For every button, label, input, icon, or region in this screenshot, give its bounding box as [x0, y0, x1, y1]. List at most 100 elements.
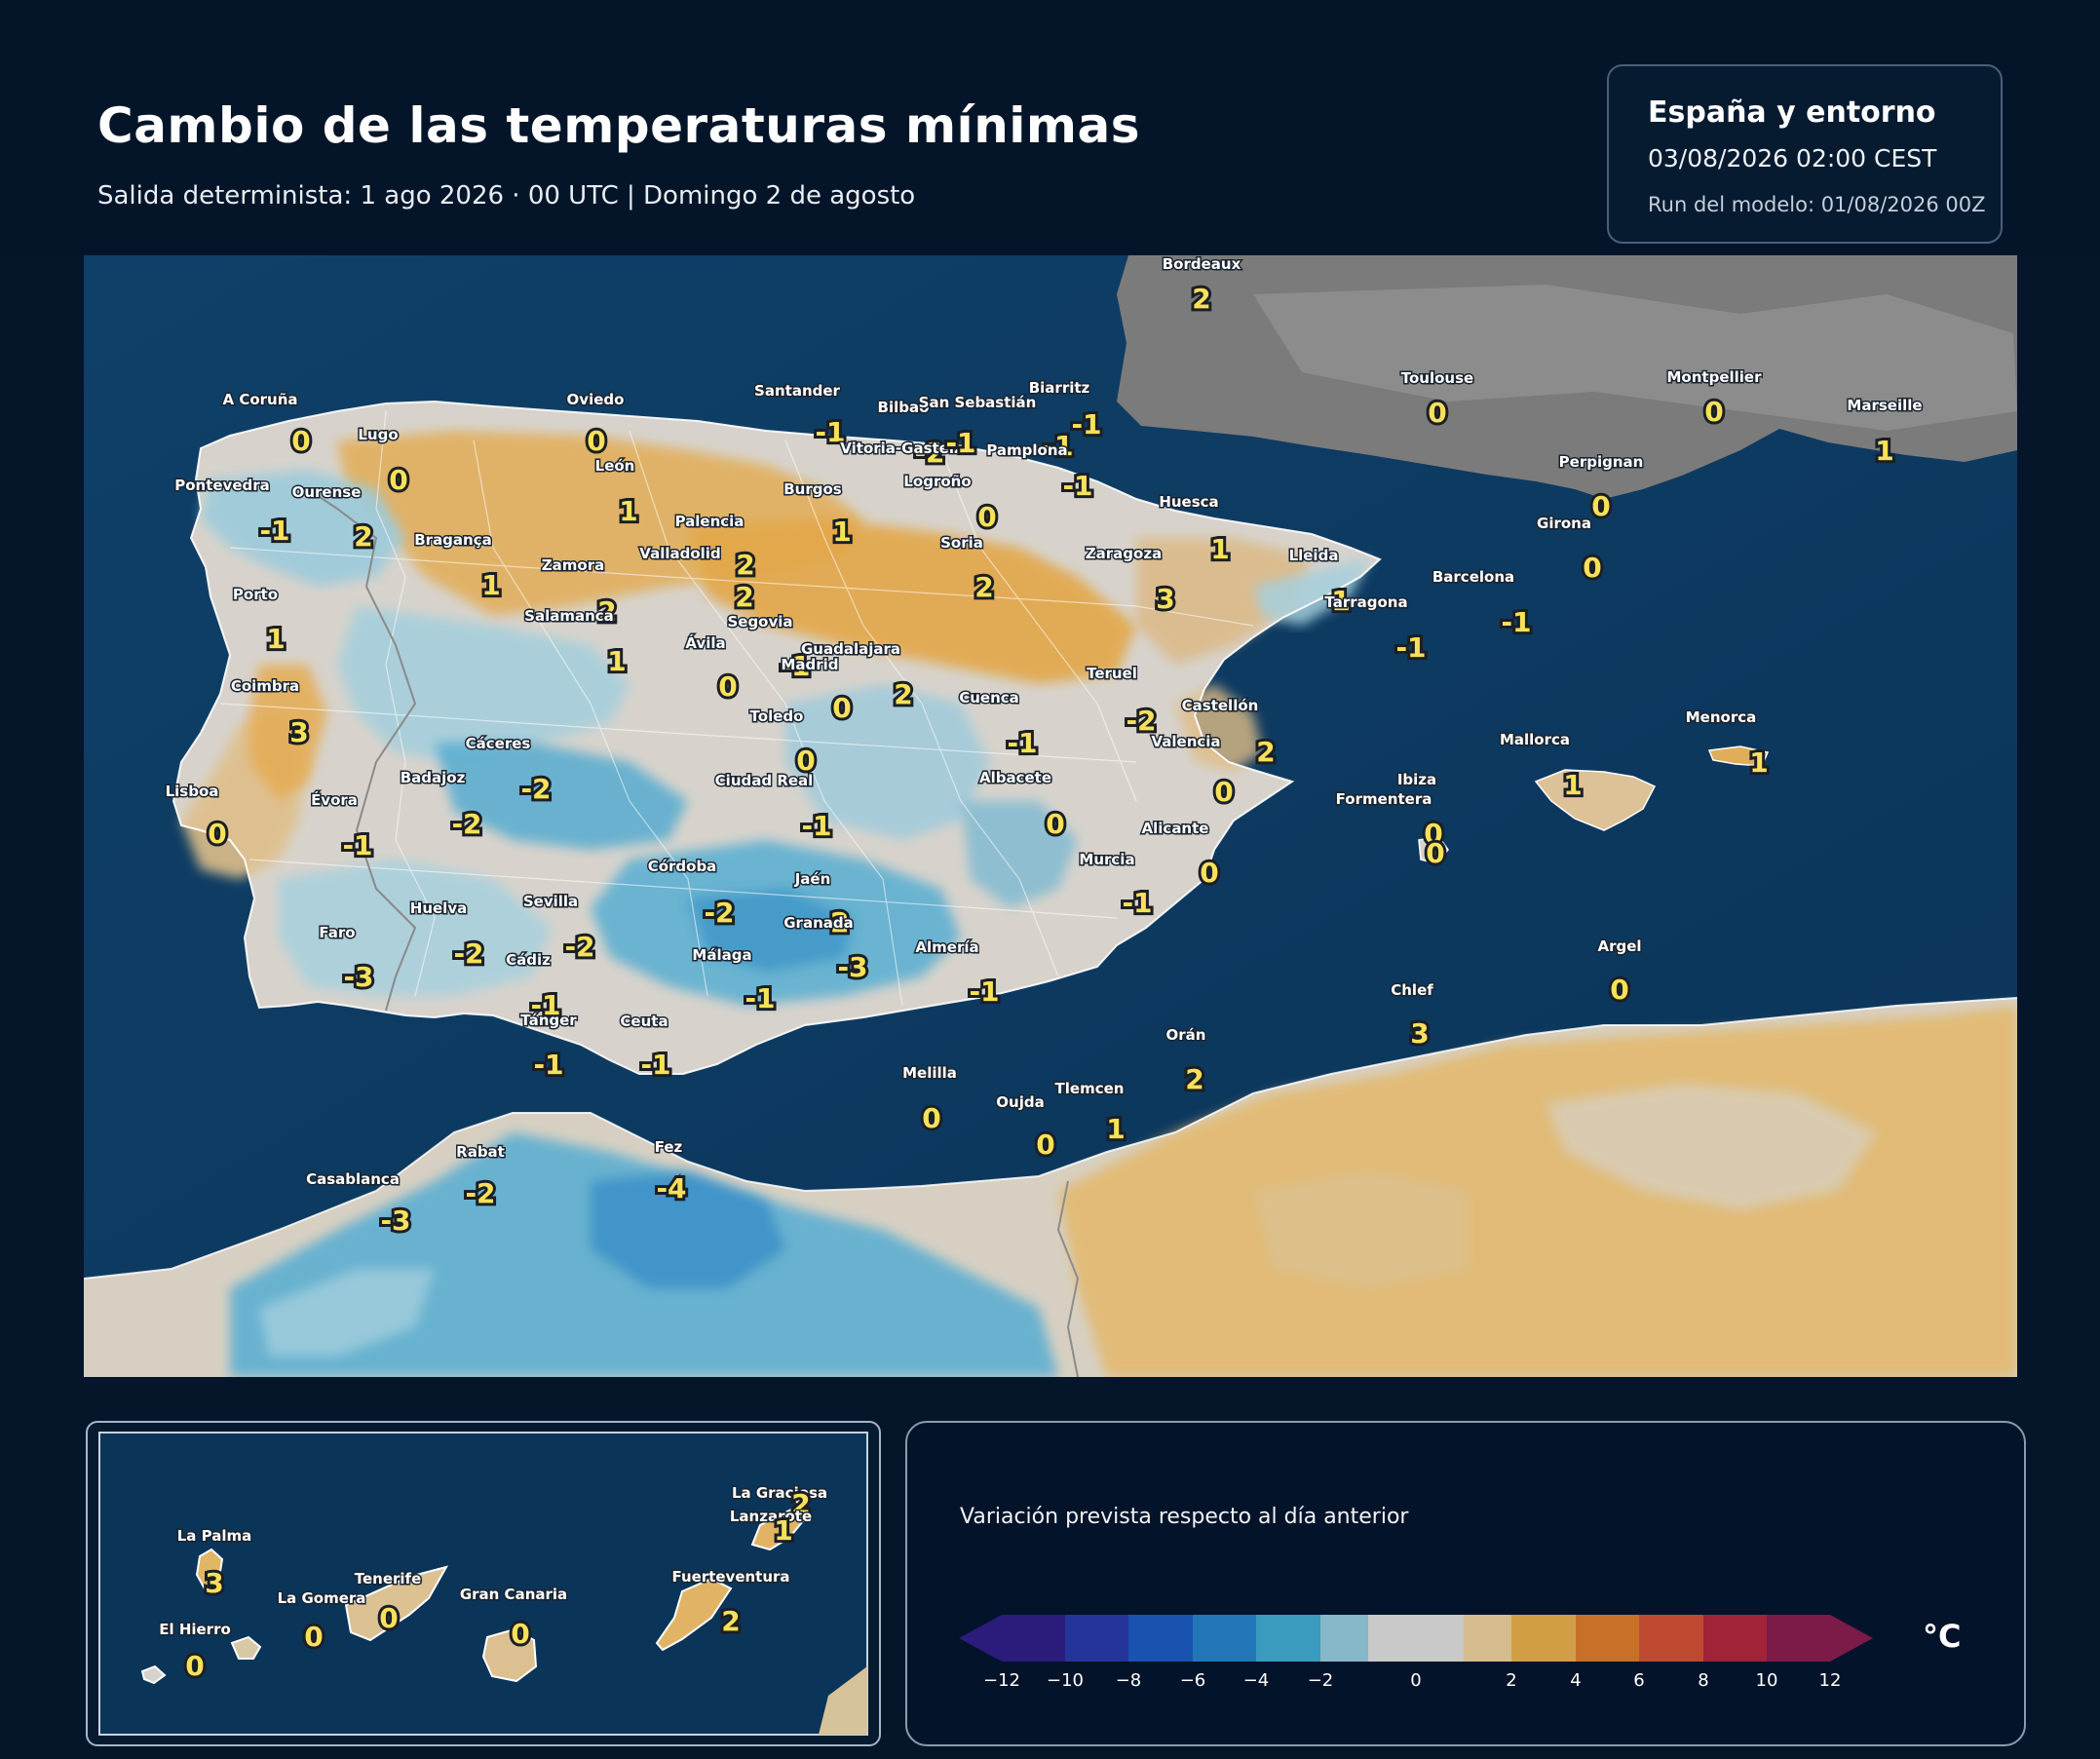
- station-fuerteventura[interactable]: Fuerteventura 2: [670, 1567, 791, 1641]
- station-segovia[interactable]: Segovia -1: [726, 612, 814, 686]
- station-braganca[interactable]: Bragança 1: [413, 530, 504, 605]
- station-formentera[interactable]: Formentera 0: [1334, 789, 1448, 873]
- main-map[interactable]: Bordeaux 2 Toulouse 0 Montpellier 0 Marseille 1…: [84, 255, 2017, 1377]
- station-chlef[interactable]: Chlef 3: [1390, 980, 1435, 1053]
- station-malaga[interactable]: Málaga -1: [691, 945, 779, 1018]
- station-soria[interactable]: Soria 2: [939, 533, 997, 607]
- station-pontevedra[interactable]: Pontevedra -1: [173, 476, 293, 551]
- model-run-label: Run del modelo: 01/08/2026 00Z: [1648, 193, 1986, 216]
- station-jaen[interactable]: Jaén -2: [792, 869, 852, 942]
- station-la-gomera[interactable]: La Gomera 0: [276, 1588, 367, 1657]
- station-vitoria-gasteiz[interactable]: Vitoria-Gasteiz-1: [839, 424, 979, 462]
- station-porto[interactable]: Porto 1: [231, 585, 287, 659]
- station-tarragona[interactable]: Tarragona -1: [1323, 593, 1430, 668]
- station-oviedo[interactable]: Oviedo 0: [565, 390, 626, 461]
- station-value: -1: [530, 989, 560, 1021]
- station-zaragoza[interactable]: Zaragoza 3: [1084, 544, 1177, 619]
- station-toledo[interactable]: Toledo 0: [748, 707, 819, 781]
- station-bilbao[interactable]: Bilbao -2: [876, 398, 948, 473]
- station-el-hierro[interactable]: El Hierro 0: [158, 1620, 233, 1686]
- station-guadalajara[interactable]: Guadalajara 2: [799, 639, 915, 714]
- station-huelva[interactable]: Huelva -2: [408, 899, 486, 974]
- station-lisboa[interactable]: Lisboa 0: [164, 782, 230, 854]
- station-casablanca[interactable]: Casablanca -3: [305, 1169, 414, 1241]
- station-mallorca[interactable]: Mallorca 1: [1498, 730, 1585, 805]
- station-name: Toledo: [750, 707, 804, 725]
- colorbar-tick-label: −10: [1047, 1670, 1084, 1691]
- station-ibiza[interactable]: Ibiza 0: [1395, 770, 1445, 854]
- station-value: 1: [1210, 533, 1229, 565]
- station-bordeaux[interactable]: Bordeaux 2: [1161, 255, 1242, 318]
- station-argel[interactable]: Argel 0: [1596, 937, 1643, 1010]
- station-lleida[interactable]: Lleida 1: [1287, 546, 1354, 621]
- station-sevilla[interactable]: Sevilla -2: [521, 892, 597, 967]
- station-murcia[interactable]: Murcia -1: [1078, 850, 1156, 923]
- station-ceuta[interactable]: Ceuta -1: [619, 1012, 674, 1085]
- station-value: -1: [1043, 430, 1073, 462]
- station-almeria[interactable]: Almería -1: [914, 937, 1003, 1012]
- station-tenerife[interactable]: Tenerife 0: [353, 1569, 423, 1638]
- station-oujda[interactable]: Oujda 0: [995, 1092, 1058, 1165]
- colorbar-bin: [1576, 1615, 1640, 1662]
- station-a-coruna[interactable]: A Coruña 0: [221, 390, 314, 461]
- station-palencia[interactable]: Palencia 2: [673, 512, 758, 585]
- colorbar-tick-label: −6: [1180, 1670, 1206, 1691]
- station-value: 1: [1749, 746, 1768, 779]
- station-barcelona[interactable]: Barcelona -1: [1431, 567, 1534, 642]
- station-name: Soria: [940, 534, 983, 552]
- station-caceres[interactable]: Cáceres -2: [464, 734, 554, 809]
- station-melilla[interactable]: Melilla 0: [901, 1063, 959, 1138]
- station-fez[interactable]: Fez -4: [653, 1137, 689, 1208]
- station-teruel[interactable]: Teruel -2: [1086, 664, 1160, 741]
- station-burgos[interactable]: Burgos 1: [783, 479, 855, 552]
- station-lugo[interactable]: Lugo 0: [357, 425, 411, 500]
- station-ourense[interactable]: Ourense 2: [290, 482, 376, 556]
- station-coimbra[interactable]: Coimbra 3: [229, 676, 311, 752]
- canary-islands-inset[interactable]: La Graciosa 2 Lanzarote 1 La Palma 3 Tenerife 0…: [86, 1421, 881, 1746]
- station-huesca[interactable]: Huesca 1: [1158, 492, 1233, 569]
- station-biarritz[interactable]: Biarritz -1: [1027, 378, 1104, 444]
- station-granada[interactable]: Granada -3: [783, 913, 871, 987]
- station-santander[interactable]: Santander -1: [753, 381, 849, 452]
- station-valladolid[interactable]: Valladolid 2: [638, 544, 757, 617]
- station-value: 0: [922, 1102, 940, 1134]
- station-oran[interactable]: Orán 2: [1165, 1025, 1207, 1099]
- station-castellon[interactable]: Castellón 2: [1180, 696, 1279, 772]
- station-zamora[interactable]: Zamora 2: [540, 555, 619, 631]
- station-avila[interactable]: Ávila 0: [684, 632, 741, 707]
- station-badajoz[interactable]: Badajoz -2: [399, 768, 484, 844]
- station-faro[interactable]: Faro -3: [318, 923, 377, 997]
- station-salamanca[interactable]: Salamanca 1: [523, 606, 630, 681]
- station-valencia[interactable]: Valencia 0: [1150, 732, 1237, 812]
- station-name: Faro: [319, 924, 355, 941]
- station-rabat[interactable]: Rabat -2: [455, 1142, 507, 1213]
- station-toulouse[interactable]: Toulouse 0: [1399, 368, 1474, 433]
- station-value: 2: [1192, 283, 1210, 315]
- station-cuenca[interactable]: Cuenca -1: [958, 688, 1041, 763]
- station-name: Perpignan: [1559, 453, 1644, 471]
- station-madrid[interactable]: Madrid 0: [780, 655, 855, 728]
- station-tanger[interactable]: Tánger -1: [519, 1011, 579, 1085]
- station-montpellier[interactable]: Montpellier 0: [1665, 367, 1764, 432]
- station-cordoba[interactable]: Córdoba -2: [646, 857, 737, 933]
- station-la-palma[interactable]: La Palma 3: [175, 1526, 253, 1603]
- station-alicante[interactable]: Alicante 0: [1140, 819, 1222, 893]
- station-menorca[interactable]: Menorca 1: [1684, 707, 1771, 783]
- station-tlemcen[interactable]: Tlemcen 1: [1053, 1079, 1128, 1149]
- station-name: Castellón: [1182, 697, 1259, 714]
- station-gran-canaria[interactable]: Gran Canaria 0: [458, 1585, 568, 1654]
- station-ciudad-real[interactable]: Ciudad Real -1: [713, 771, 834, 846]
- station-girona[interactable]: Girona 0: [1536, 514, 1605, 588]
- station-pamplona[interactable]: Pamplona -1: [985, 440, 1096, 506]
- station-leon[interactable]: León 1: [593, 456, 641, 531]
- station-logrono[interactable]: Logroño 0: [902, 472, 1000, 537]
- station-san-sebastian[interactable]: San Sebastián -1: [917, 393, 1076, 466]
- station-name: Ibiza: [1397, 771, 1436, 788]
- station-cadiz[interactable]: Cádiz -1: [505, 950, 564, 1025]
- station-albacete[interactable]: Albacete 0: [977, 768, 1067, 844]
- station-perpignan[interactable]: Perpignan 0: [1557, 452, 1645, 526]
- station-marseille[interactable]: Marseille 1: [1846, 396, 1924, 471]
- station-evora[interactable]: Évora -1: [310, 789, 376, 865]
